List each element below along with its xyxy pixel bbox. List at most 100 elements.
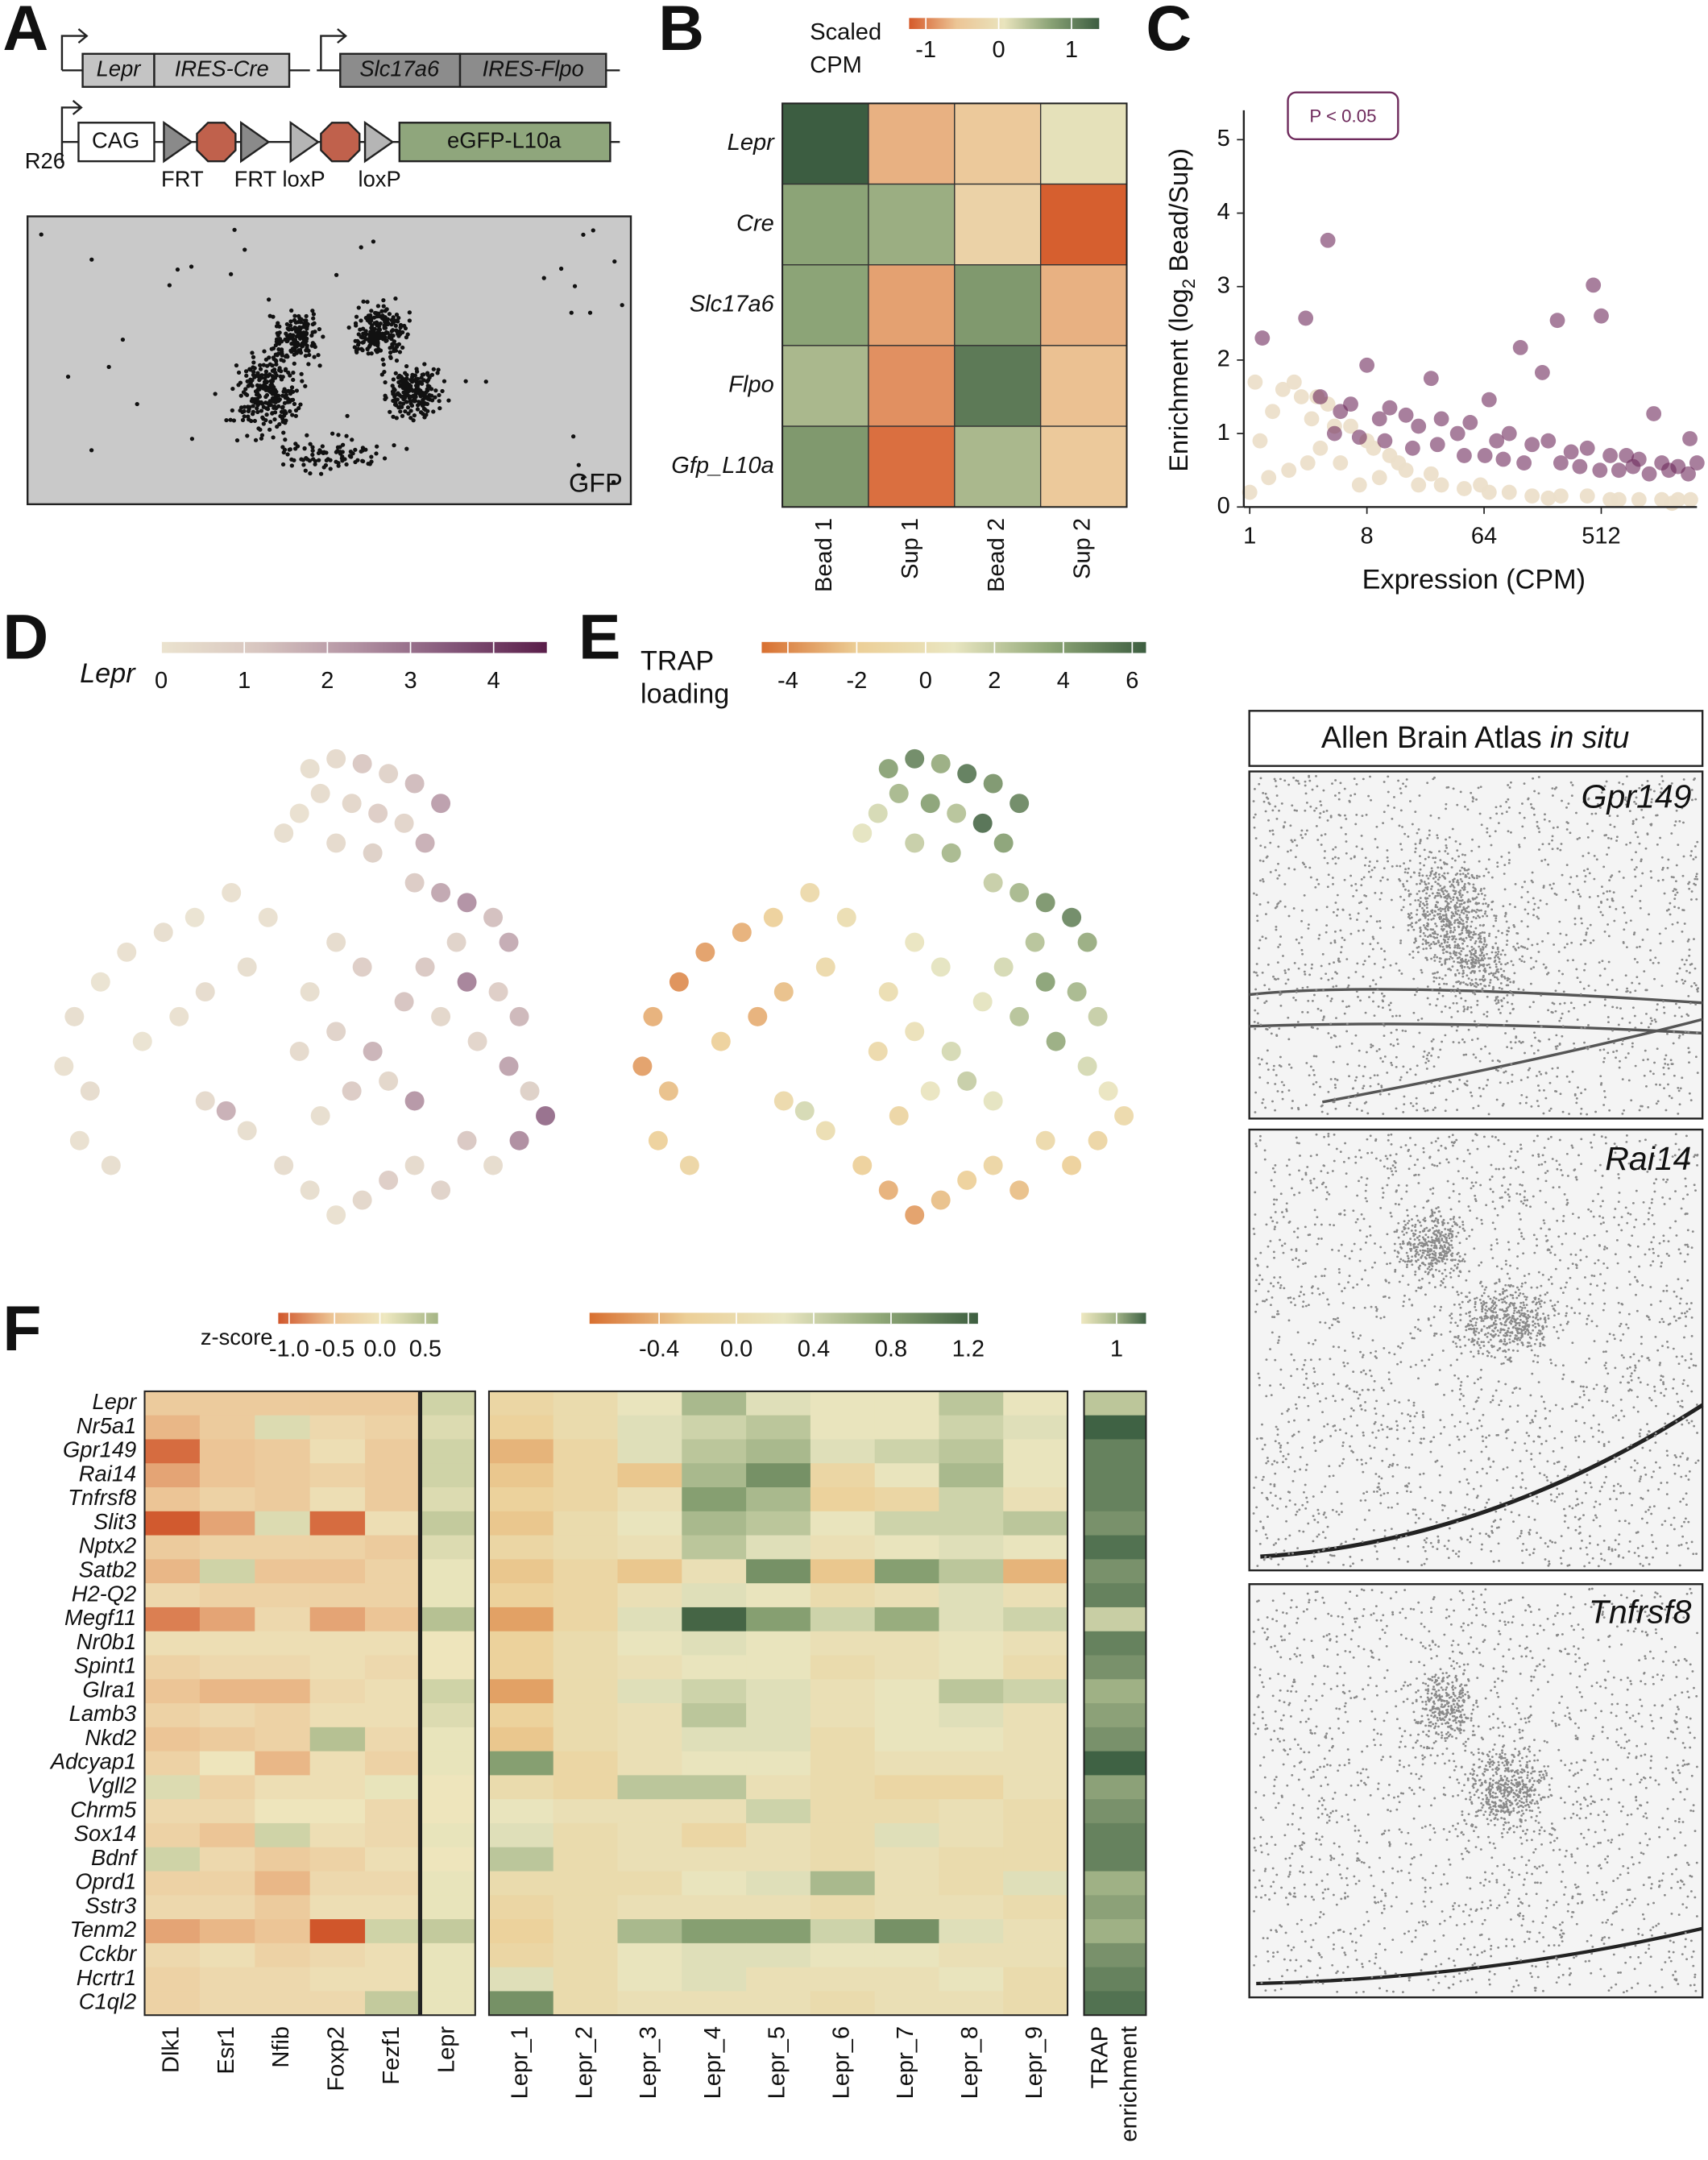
heatmap-cell: [488, 1631, 554, 1656]
cell-point: [957, 764, 977, 784]
x-tick-label: 64: [1471, 524, 1497, 549]
heatmap-cell: [874, 1775, 940, 1800]
heatmap-cell: [746, 1391, 811, 1416]
row-label: Slc17a6: [690, 291, 775, 317]
heatmap-cell: [144, 1942, 201, 1968]
cell-point: [64, 1006, 85, 1026]
heatmap-cell: [420, 1535, 476, 1561]
cell-point: [905, 932, 925, 952]
scatter-point: [1540, 433, 1557, 449]
heatmap-cell: [682, 1967, 747, 1992]
site-label: loxP: [282, 166, 325, 191]
scatter-point: [1540, 490, 1557, 506]
cell-point: [431, 883, 451, 902]
cell-point: [326, 748, 346, 769]
scatter-point: [1579, 440, 1595, 456]
cell-point: [763, 907, 783, 927]
column-label: TRAP: [1088, 2026, 1113, 2088]
gene-box: [458, 52, 607, 89]
heatmap-cell: [746, 1727, 811, 1752]
cell-point: [488, 982, 508, 1002]
heatmap-cell: [939, 1895, 1004, 1920]
scatter-point: [1423, 466, 1439, 482]
heatmap-cell: [420, 1775, 476, 1800]
stop-cassette: [196, 122, 237, 163]
cell-point: [415, 833, 435, 853]
scatter-point: [1682, 431, 1698, 446]
heatmap-cell: [617, 1822, 682, 1848]
cell-point: [815, 957, 835, 977]
scatter-point: [1351, 429, 1367, 446]
loxp-site: [363, 120, 395, 164]
heatmap-cell: [682, 1895, 747, 1920]
heatmap-cell: [939, 1967, 1004, 1992]
cell-point: [643, 1006, 663, 1026]
column-label: Lepr_6: [828, 2026, 854, 2099]
heatmap-cell: [1084, 1415, 1147, 1441]
cell-point: [1025, 932, 1045, 952]
atlas-gene: Gpr149: [1582, 778, 1692, 815]
heatmap-cell: [420, 1967, 476, 1992]
panel-label: C: [1146, 0, 1192, 64]
heatmap-cell: [309, 1487, 366, 1512]
heatmap-cell: [144, 1822, 201, 1848]
heatmap-cell: [553, 1559, 619, 1584]
heatmap-cell: [365, 1487, 421, 1512]
heatmap-cell: [874, 1415, 940, 1441]
colorbar-tick-label: 0.0: [720, 1336, 752, 1362]
heatmap-cell: [1003, 1775, 1068, 1800]
heatmap-cell: [553, 1871, 619, 1897]
heatmap-cell: [1003, 1511, 1068, 1536]
heatmap-cell: [199, 1775, 255, 1800]
heatmap-cell: [199, 1942, 255, 1968]
heatmap-cell: [939, 1703, 1004, 1728]
heatmap-cell: [810, 1415, 876, 1441]
cell-point: [836, 907, 856, 927]
heatmap-cell: [309, 1727, 366, 1752]
heatmap-cell: [868, 183, 956, 266]
heatmap-cell: [810, 1967, 876, 1992]
cell-point: [195, 1091, 215, 1111]
heatmap-cell: [488, 1727, 554, 1752]
heatmap-cell: [309, 1391, 366, 1416]
cell-point: [54, 1056, 74, 1076]
scatter-point: [1586, 277, 1602, 293]
colorbar-tick-label: -1: [915, 37, 936, 63]
y-tick-label: 3: [1217, 272, 1230, 298]
cell-point: [342, 794, 362, 814]
heatmap-cell: [939, 1511, 1004, 1536]
heatmap-cell: [365, 1775, 421, 1800]
cell-point: [352, 1190, 372, 1210]
heatmap-cell: [553, 1991, 619, 2016]
heatmap-cell: [144, 1703, 201, 1728]
cell-point: [184, 907, 205, 927]
column-label: Esr1: [214, 2026, 239, 2075]
heatmap-cell: [553, 1895, 619, 1920]
cell-point: [878, 759, 898, 779]
scatter-point: [1377, 433, 1393, 449]
cell-point: [289, 1041, 309, 1061]
heatmap-cell: [746, 1511, 811, 1536]
atlas-image: [1248, 1128, 1704, 1572]
heatmap-cell: [420, 1727, 476, 1752]
site-label: loxP: [359, 166, 401, 191]
heatmap-cell: [810, 1919, 876, 1944]
cell-point: [457, 893, 477, 913]
locus-label: R26: [25, 148, 65, 173]
cell-point: [509, 1130, 529, 1150]
cell-point: [90, 972, 110, 992]
heatmap-cell: [939, 1559, 1004, 1584]
column-label: Lepr_8: [957, 2026, 983, 2099]
cell-point: [972, 813, 993, 833]
heatmap-cell: [746, 1967, 811, 1992]
row-label: Gpr149: [63, 1437, 136, 1462]
heatmap-cell: [199, 1415, 255, 1441]
colorbar-label: loading: [640, 679, 729, 710]
colorbar-label: TRAP: [640, 645, 714, 676]
heatmap-cell: [954, 425, 1042, 508]
heatmap-cell: [420, 1822, 476, 1848]
scatter-point: [1326, 425, 1342, 442]
cell-point: [342, 1081, 362, 1101]
cell-point: [237, 1121, 257, 1141]
heatmap-cell: [617, 1775, 682, 1800]
